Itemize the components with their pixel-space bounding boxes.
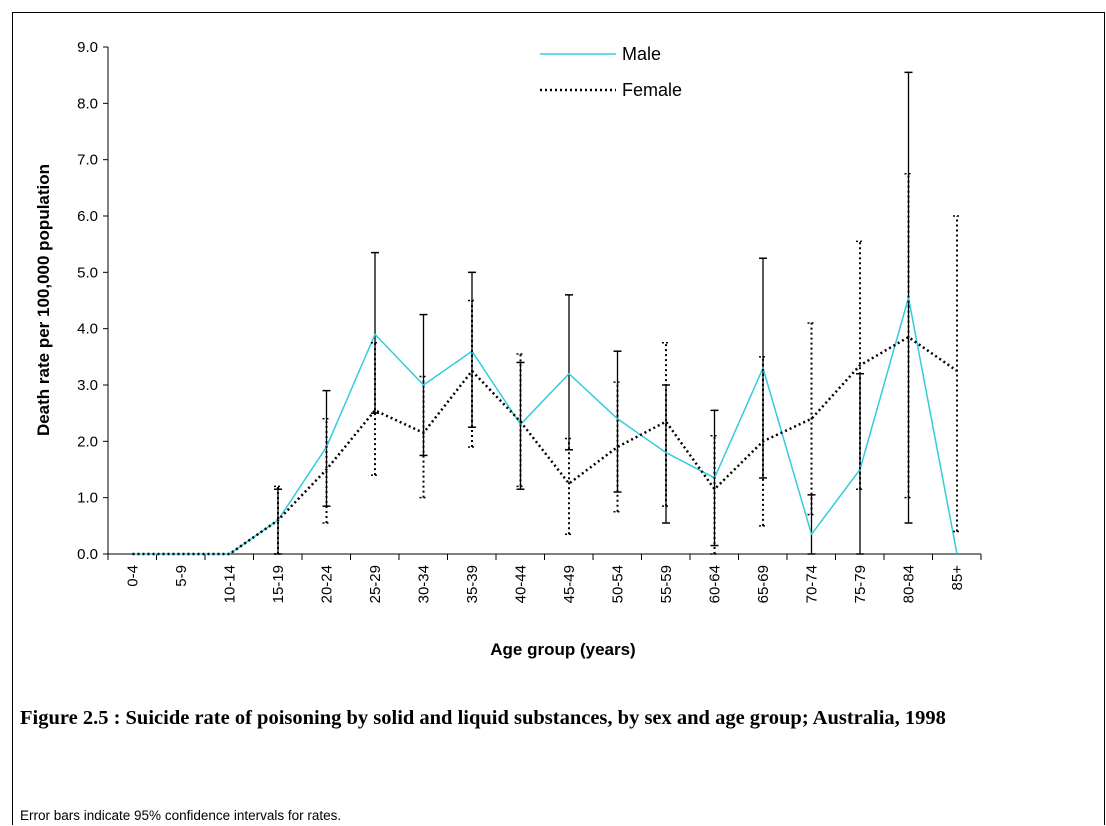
data-point-female bbox=[374, 409, 376, 411]
figure-caption: Figure 2.5 : Suicide rate of poisoning b… bbox=[20, 707, 946, 729]
data-point-female bbox=[762, 440, 764, 442]
x-tick-label: 5-9 bbox=[173, 565, 190, 587]
data-point-male bbox=[568, 373, 570, 375]
data-point-male bbox=[617, 418, 619, 420]
x-tick-label: 30-34 bbox=[416, 565, 433, 603]
x-tick-label: 55-59 bbox=[658, 565, 675, 603]
x-tick-label: 15-19 bbox=[270, 565, 287, 603]
data-point-male bbox=[374, 333, 376, 335]
data-point-female bbox=[617, 446, 619, 448]
x-tick-label: 80-84 bbox=[901, 565, 918, 603]
x-tick-label: 65-69 bbox=[755, 565, 772, 603]
legend: Male Female bbox=[540, 44, 682, 100]
data-point-female bbox=[956, 370, 958, 372]
data-point-female bbox=[665, 421, 667, 423]
y-tick-label: 1.0 bbox=[77, 490, 98, 507]
x-tick-label: 70-74 bbox=[804, 565, 821, 603]
x-tick-label: 40-44 bbox=[513, 565, 530, 603]
data-point-female bbox=[277, 519, 279, 521]
series-line-female bbox=[132, 335, 958, 556]
series-female bbox=[132, 173, 961, 556]
data-point-male bbox=[665, 452, 667, 454]
y-axis-title: Death rate per 100,000 population bbox=[34, 164, 53, 436]
x-tick-label: 45-49 bbox=[561, 565, 578, 603]
data-point-female bbox=[180, 553, 182, 555]
data-point-female bbox=[326, 469, 328, 471]
data-point-female bbox=[520, 421, 522, 423]
chart: 0.0 1.0 2.0 3.0 4.0 5.0 6.0 7.0 8.0 9.0 0-4 5-9 10-1… bbox=[34, 39, 982, 659]
x-tick-label: 0-4 bbox=[125, 565, 142, 587]
y-tick-label: 5.0 bbox=[77, 264, 98, 281]
data-point-female bbox=[811, 418, 813, 420]
y-tick-label: 3.0 bbox=[77, 377, 98, 394]
figure-note: Error bars indicate 95% confidence inter… bbox=[20, 808, 342, 823]
data-point-female bbox=[471, 370, 473, 372]
x-tick-label: 35-39 bbox=[464, 565, 481, 603]
x-axis-title: Age group (years) bbox=[490, 640, 635, 659]
series-male bbox=[132, 71, 958, 555]
y-tick-label: 7.0 bbox=[77, 152, 98, 169]
data-point-male bbox=[811, 533, 813, 535]
data-point-female bbox=[859, 364, 861, 366]
data-point-male bbox=[956, 553, 958, 555]
x-tick-label: 10-14 bbox=[222, 565, 239, 603]
x-tick-label: 50-54 bbox=[610, 565, 627, 603]
data-point-female bbox=[568, 483, 570, 485]
data-point-female bbox=[229, 553, 231, 555]
y-tick-label: 6.0 bbox=[77, 208, 98, 225]
y-tick-label: 8.0 bbox=[77, 95, 98, 112]
x-tick-label: 85+ bbox=[949, 565, 966, 591]
y-tick-label: 0.0 bbox=[77, 546, 98, 563]
data-point-male bbox=[762, 367, 764, 369]
x-tick-label: 60-64 bbox=[707, 565, 724, 603]
y-tick-label: 9.0 bbox=[77, 39, 98, 56]
figure-frame bbox=[12, 12, 1105, 825]
data-point-female bbox=[714, 488, 716, 490]
x-tick-label: 75-79 bbox=[852, 565, 869, 603]
y-tick-label: 4.0 bbox=[77, 321, 98, 338]
data-point-female bbox=[132, 553, 134, 555]
series-line-male bbox=[132, 296, 958, 555]
legend-label-female: Female bbox=[622, 80, 682, 100]
axes: 0.0 1.0 2.0 3.0 4.0 5.0 6.0 7.0 8.0 9.0 0-4 5-9 10-1… bbox=[77, 39, 982, 603]
series-layer bbox=[132, 71, 961, 556]
x-tick-label: 25-29 bbox=[367, 565, 384, 603]
legend-label-male: Male bbox=[622, 44, 661, 64]
data-point-female bbox=[908, 336, 910, 338]
y-tick-label: 2.0 bbox=[77, 433, 98, 450]
x-tick-label: 20-24 bbox=[319, 565, 336, 603]
data-point-female bbox=[423, 432, 425, 434]
